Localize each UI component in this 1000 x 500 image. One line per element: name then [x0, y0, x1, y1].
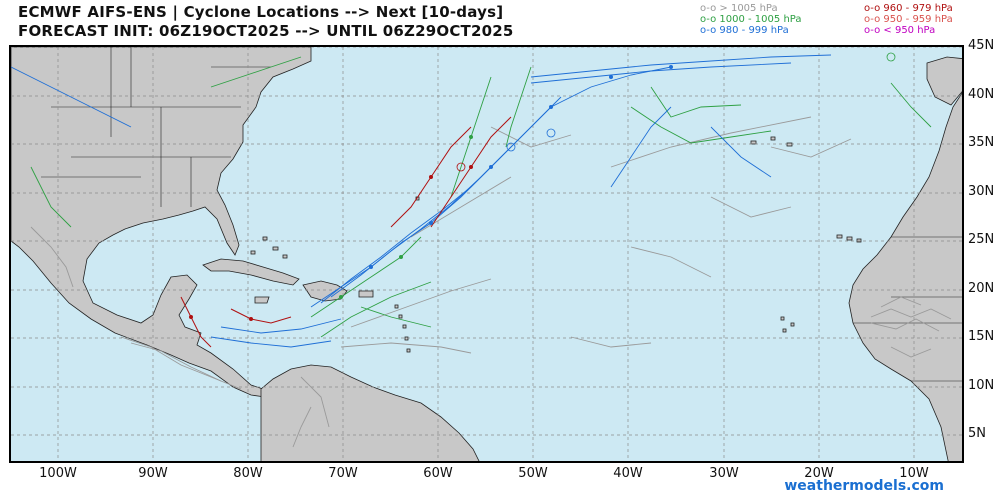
legend-entry-1000-1005: o-o 1000 - 1005 hPa — [700, 14, 802, 25]
north-america-land — [11, 47, 312, 398]
map-panel[interactable] — [9, 45, 964, 463]
map-title: ECMWF AIFS-ENS | Cyclone Locations --> N… — [18, 3, 504, 21]
lon-label-70w: 70W — [328, 466, 358, 481]
brand-link[interactable]: weathermodels.com — [784, 478, 944, 494]
graticule — [11, 47, 962, 461]
lon-label-40w: 40W — [613, 466, 643, 481]
canary-islands — [836, 234, 862, 243]
lat-label-35n: 35N — [968, 135, 995, 150]
legend-group-low: o-o > 1005 hPa o-o 1000 - 1005 hPa o-o 9… — [700, 3, 801, 36]
legend-entry-lt950: o-o < 950 hPa — [864, 25, 936, 36]
forecast-init-line: FORECAST INIT: 06Z19OCT2025 --> UNTIL 06… — [18, 22, 514, 40]
legend-entry-980-999: o-o 980 - 999 hPa — [700, 25, 789, 36]
lon-label-90w: 90W — [138, 466, 168, 481]
azores-islands — [750, 136, 793, 147]
lon-label-80w: 80W — [233, 466, 263, 481]
africa-land — [848, 92, 962, 461]
puerto-rico-land — [358, 290, 374, 298]
state-borders — [41, 47, 962, 382]
lat-label-10n: 10N — [968, 378, 995, 393]
legend-group-high: o-o 960 - 979 hPa o-o 950 - 959 hPa o-o … — [864, 3, 953, 36]
track-markers — [189, 52, 896, 321]
lon-label-100w: 100W — [39, 466, 77, 481]
lat-label-15n: 15N — [968, 329, 995, 344]
lesser-antilles — [394, 304, 411, 353]
lat-label-40n: 40N — [968, 87, 995, 102]
cuba-land — [202, 258, 300, 286]
lon-label-50w: 50W — [518, 466, 548, 481]
legend-entry-960-979: o-o 960 - 979 hPa — [864, 3, 953, 14]
iberia-land — [926, 56, 962, 106]
cape-verde-islands — [780, 316, 795, 333]
tracks-gt1005 — [30, 116, 952, 448]
lon-label-30w: 30W — [709, 466, 739, 481]
jamaica-land — [254, 296, 270, 304]
tracks-980-999 — [11, 54, 832, 348]
lat-label-30n: 30N — [968, 184, 995, 199]
lon-label-20w: 20W — [804, 466, 834, 481]
lat-label-45n: 45N — [968, 38, 995, 53]
lon-label-60w: 60W — [423, 466, 453, 481]
lat-label-20n: 20N — [968, 281, 995, 296]
legend-entry-gt1005: o-o > 1005 hPa — [700, 3, 778, 14]
cyclone-map[interactable] — [11, 47, 964, 463]
legend-entry-950-959: o-o 950 - 959 hPa — [864, 14, 953, 25]
bahamas-islands — [250, 236, 288, 259]
south-america-land — [260, 364, 480, 461]
tracks-1000-1005 — [30, 56, 932, 338]
lat-label-25n: 25N — [968, 232, 995, 247]
lon-label-10w: 10W — [899, 466, 929, 481]
lat-label-5n: 5N — [968, 426, 986, 441]
